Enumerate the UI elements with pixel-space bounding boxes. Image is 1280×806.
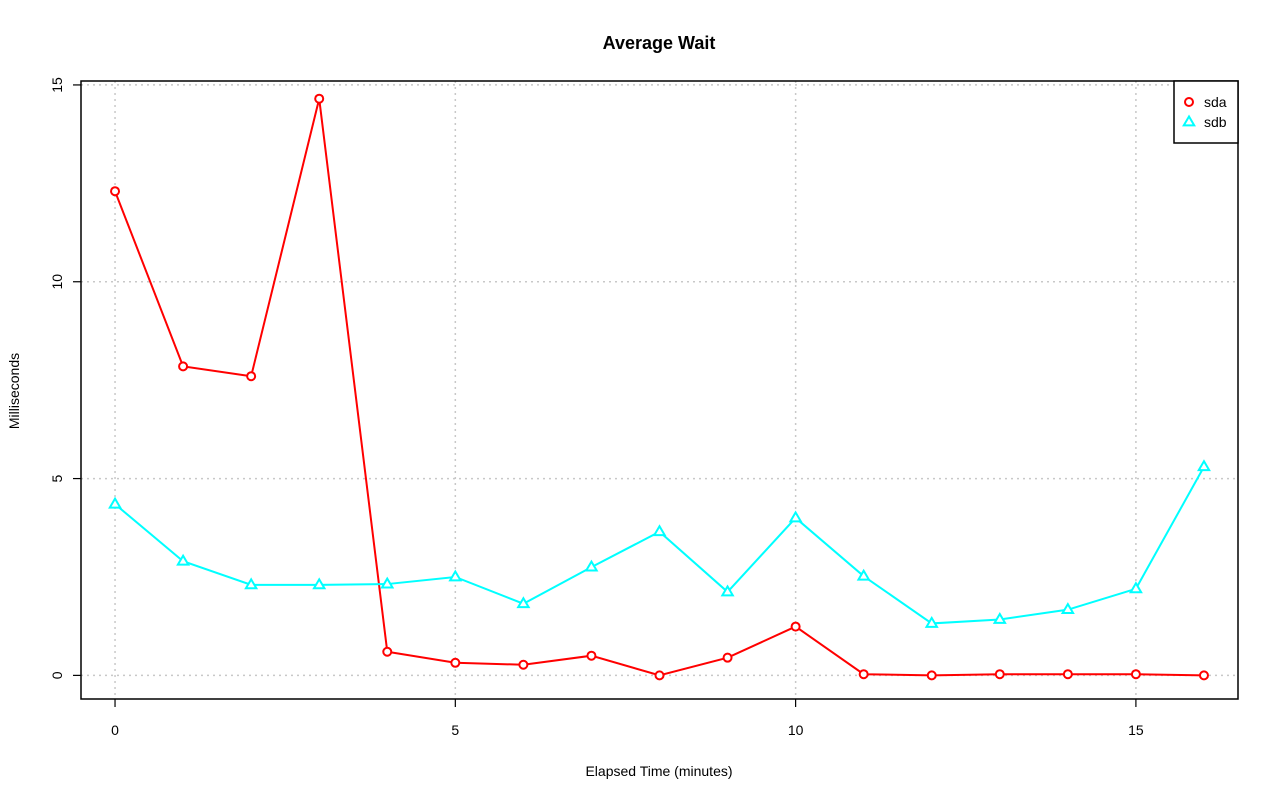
legend-items: sda sdb <box>1182 94 1227 130</box>
data-point-sda <box>178 361 189 372</box>
y-tick-label: 0 <box>49 671 65 679</box>
data-point-sda <box>450 657 461 668</box>
x-tick-label: 5 <box>451 722 459 738</box>
y-tick-label: 10 <box>49 274 65 290</box>
data-point-sda <box>518 659 529 670</box>
legend-marker-sdb <box>1182 114 1196 127</box>
x-tick-label: 15 <box>1128 722 1144 738</box>
data-point-sdb <box>516 596 531 609</box>
series-sdb <box>108 459 1211 628</box>
data-point-sdb <box>1128 581 1143 594</box>
data-point-sdb <box>652 524 667 537</box>
data-point-sdb <box>788 510 803 523</box>
data-point-sdb <box>992 612 1007 624</box>
data-point-sda <box>382 646 393 657</box>
x-tick-label: 0 <box>111 722 119 738</box>
y-tick-label: 5 <box>49 474 65 482</box>
series-sda <box>110 93 1209 681</box>
data-point-sdb <box>924 615 939 628</box>
data-point-sdb <box>1196 459 1211 472</box>
data-point-sda <box>994 669 1005 680</box>
x-axis-label: Elapsed Time (minutes) <box>585 763 732 779</box>
data-point-sdb <box>1060 602 1075 615</box>
data-point-sdb <box>176 553 191 566</box>
plot-frame <box>80 80 1239 700</box>
data-point-sdb <box>108 496 123 509</box>
data-point-sda <box>586 650 597 661</box>
data-point-sda <box>246 371 257 382</box>
data-point-sdb <box>312 577 327 590</box>
data-point-sda <box>110 186 121 197</box>
legend-label-sda: sda <box>1204 94 1227 110</box>
series-line-sdb <box>114 466 1205 625</box>
legend: sda sdb <box>1173 80 1239 144</box>
data-point-sda <box>1198 670 1209 681</box>
data-point-sda <box>926 670 937 681</box>
data-point-sda <box>790 621 801 632</box>
data-point-sda <box>1062 669 1073 680</box>
chart-title: Average Wait <box>603 33 716 53</box>
y-tick-label: 15 <box>49 77 65 93</box>
legend-marker-sda <box>1184 97 1194 107</box>
series-layer <box>108 93 1211 681</box>
data-point-sda <box>858 669 869 680</box>
data-point-sda <box>654 670 665 681</box>
grid-layer <box>81 81 1238 699</box>
data-point-sdb <box>448 569 463 582</box>
y-axis-label: Milliseconds <box>6 353 22 429</box>
data-point-sdb <box>244 577 259 590</box>
axis-layer: 0 5 10 15 0 5 10 15 <box>49 77 1144 738</box>
data-point-sdb <box>720 584 735 597</box>
data-point-sdb <box>380 576 395 589</box>
data-point-sdb <box>856 568 871 581</box>
legend-label-sdb: sdb <box>1204 114 1227 130</box>
x-tick-label: 10 <box>788 722 804 738</box>
data-point-sdb <box>584 559 599 572</box>
series-line-sda <box>114 98 1204 677</box>
legend-box <box>1173 80 1239 144</box>
data-point-sda <box>1130 669 1141 680</box>
data-point-sda <box>722 652 733 663</box>
data-point-sda <box>314 93 325 104</box>
